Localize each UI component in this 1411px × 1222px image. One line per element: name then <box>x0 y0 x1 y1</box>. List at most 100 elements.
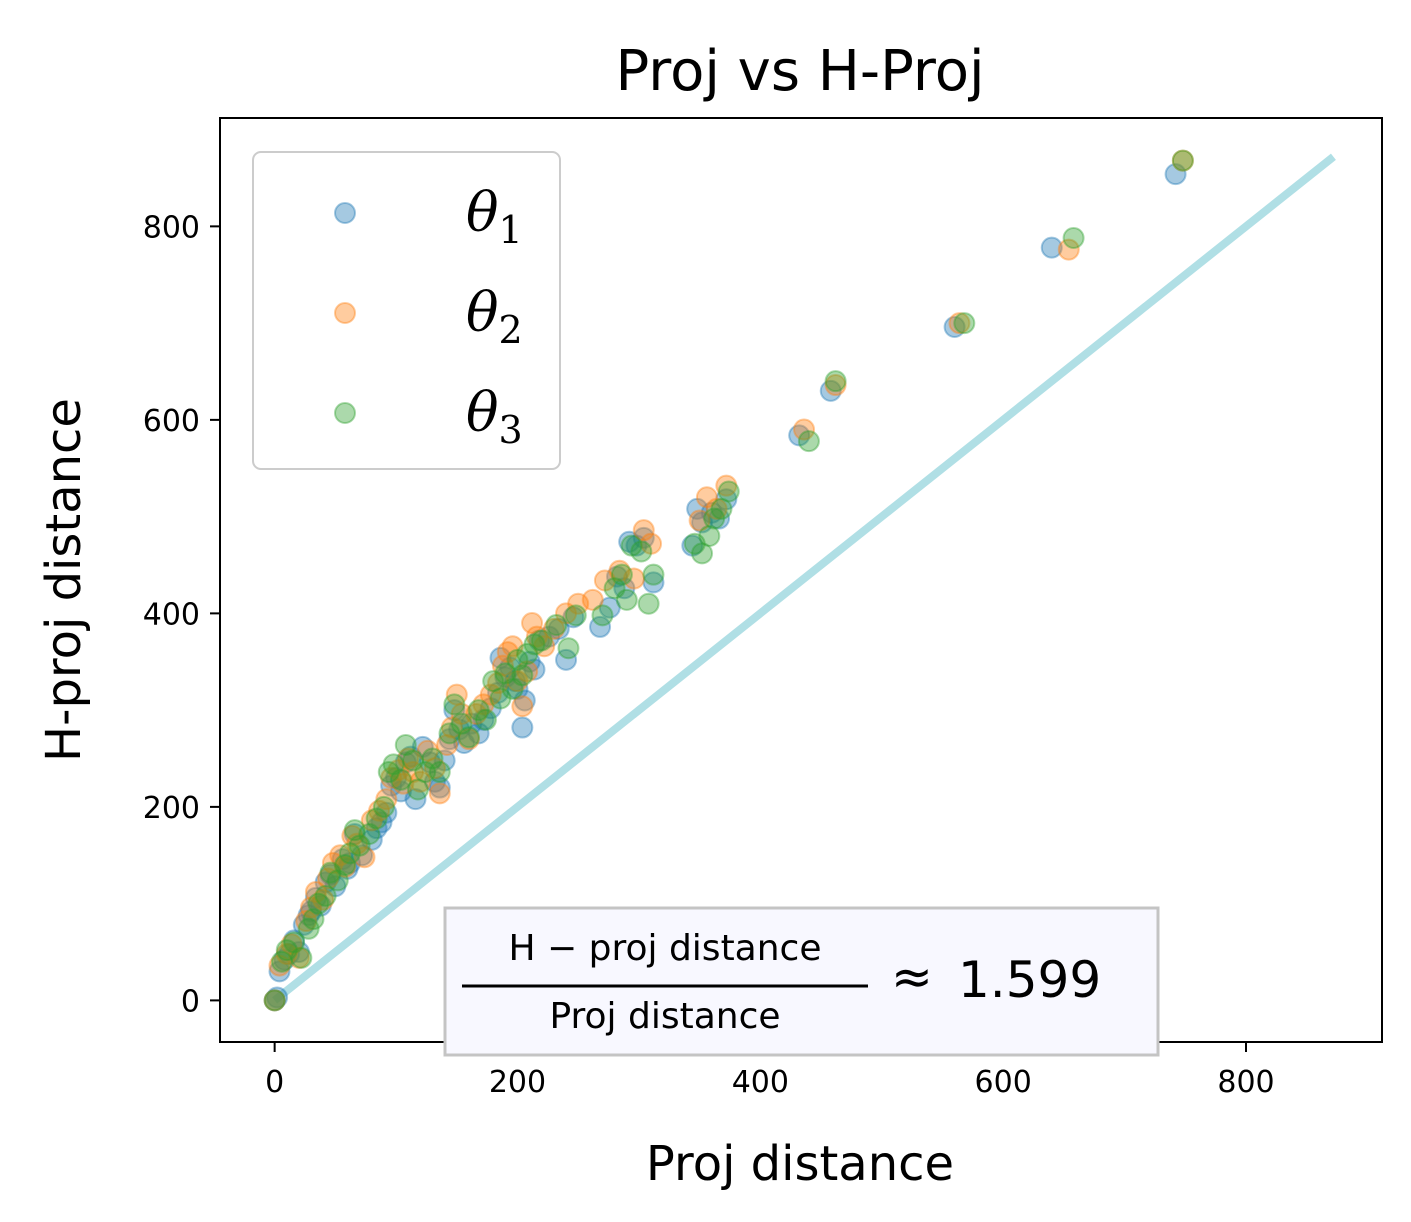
data-point <box>338 842 361 865</box>
data-point <box>1040 236 1063 259</box>
data-point <box>615 588 638 611</box>
data-point <box>343 822 366 845</box>
data-point <box>389 768 412 791</box>
data-point <box>287 941 310 964</box>
data-point <box>416 739 439 762</box>
data-point <box>511 716 534 739</box>
data-point <box>273 948 296 971</box>
data-point <box>380 774 403 797</box>
legend-marker <box>334 202 356 224</box>
y-tick-label: 400 <box>143 597 200 632</box>
ratio-annotation: H − proj distance Proj distance ≈ 1.599 <box>443 906 1160 1057</box>
data-point <box>547 617 570 640</box>
x-axis-label: Proj distance <box>646 1136 954 1192</box>
data-point <box>581 588 604 611</box>
data-point <box>329 844 352 867</box>
data-point <box>370 811 393 834</box>
data-point <box>1062 226 1085 249</box>
data-point <box>397 747 420 770</box>
x-tick-label: 600 <box>975 1065 1032 1100</box>
data-point <box>623 567 646 590</box>
data-point <box>436 733 459 756</box>
data-point <box>312 888 335 911</box>
legend-box <box>252 151 561 470</box>
data-point <box>513 689 536 712</box>
data-point <box>382 753 405 776</box>
data-point <box>270 950 293 973</box>
data-point <box>567 592 590 615</box>
data-point <box>487 681 510 704</box>
data-point <box>346 832 369 855</box>
data-point <box>474 708 497 731</box>
data-point <box>506 670 529 693</box>
data-point <box>610 563 633 586</box>
data-point <box>443 699 466 722</box>
data-point <box>640 532 663 555</box>
annotation-numerator: H − proj distance <box>509 928 822 969</box>
data-point <box>399 745 422 768</box>
data-point <box>528 629 551 652</box>
reference-line <box>272 153 1336 1004</box>
data-point <box>375 788 398 811</box>
data-point <box>642 571 665 594</box>
data-point <box>953 312 976 335</box>
data-point <box>618 530 641 553</box>
data-point <box>372 795 395 818</box>
data-point <box>691 511 714 534</box>
data-point <box>695 486 718 509</box>
data-point <box>450 712 473 735</box>
data-point <box>1057 238 1080 261</box>
chart-title: Proj vs H-Proj <box>615 39 984 104</box>
data-point <box>453 732 476 755</box>
data-point <box>542 617 565 640</box>
data-point <box>423 770 446 793</box>
data-point <box>287 946 310 969</box>
annotation-box <box>443 906 1160 1057</box>
data-point <box>438 722 461 745</box>
data-point <box>625 534 648 557</box>
data-point <box>518 650 541 673</box>
data-point <box>819 379 842 402</box>
data-point <box>319 863 342 886</box>
data-point <box>263 989 286 1012</box>
data-point <box>630 540 653 563</box>
data-point <box>394 751 417 774</box>
data-point <box>598 596 621 619</box>
data-point <box>489 687 512 710</box>
y-axis-label: H-proj distance <box>36 398 92 762</box>
data-point <box>591 604 614 627</box>
data-point <box>385 766 408 789</box>
data-point <box>440 716 463 739</box>
data-point <box>555 648 578 671</box>
data-point <box>428 782 451 805</box>
data-point <box>419 751 442 774</box>
data-point <box>263 989 286 1012</box>
data-point <box>943 315 966 338</box>
data-point <box>433 749 456 772</box>
data-point <box>523 633 546 656</box>
annotation-approx-sign: ≈ <box>891 948 933 1006</box>
data-point <box>948 312 971 335</box>
data-point <box>295 910 318 933</box>
data-point <box>348 834 371 857</box>
data-point <box>489 646 512 669</box>
data-point <box>525 625 548 648</box>
data-point <box>606 565 629 588</box>
data-point <box>297 904 320 927</box>
data-point <box>392 772 415 795</box>
data-point <box>324 875 347 898</box>
annotation-value: 1.599 <box>958 951 1101 1009</box>
data-point <box>467 699 490 722</box>
data-point <box>710 497 733 520</box>
data-point <box>1171 149 1194 172</box>
x-axis-ticks: 0 200 400 600 800 <box>265 1042 1275 1100</box>
data-point <box>300 900 323 923</box>
data-point <box>268 960 291 983</box>
data-point <box>360 809 383 832</box>
data-point <box>283 931 306 954</box>
data-point <box>360 828 383 851</box>
data-point <box>703 507 726 530</box>
data-point <box>443 693 466 716</box>
data-point <box>421 747 444 770</box>
